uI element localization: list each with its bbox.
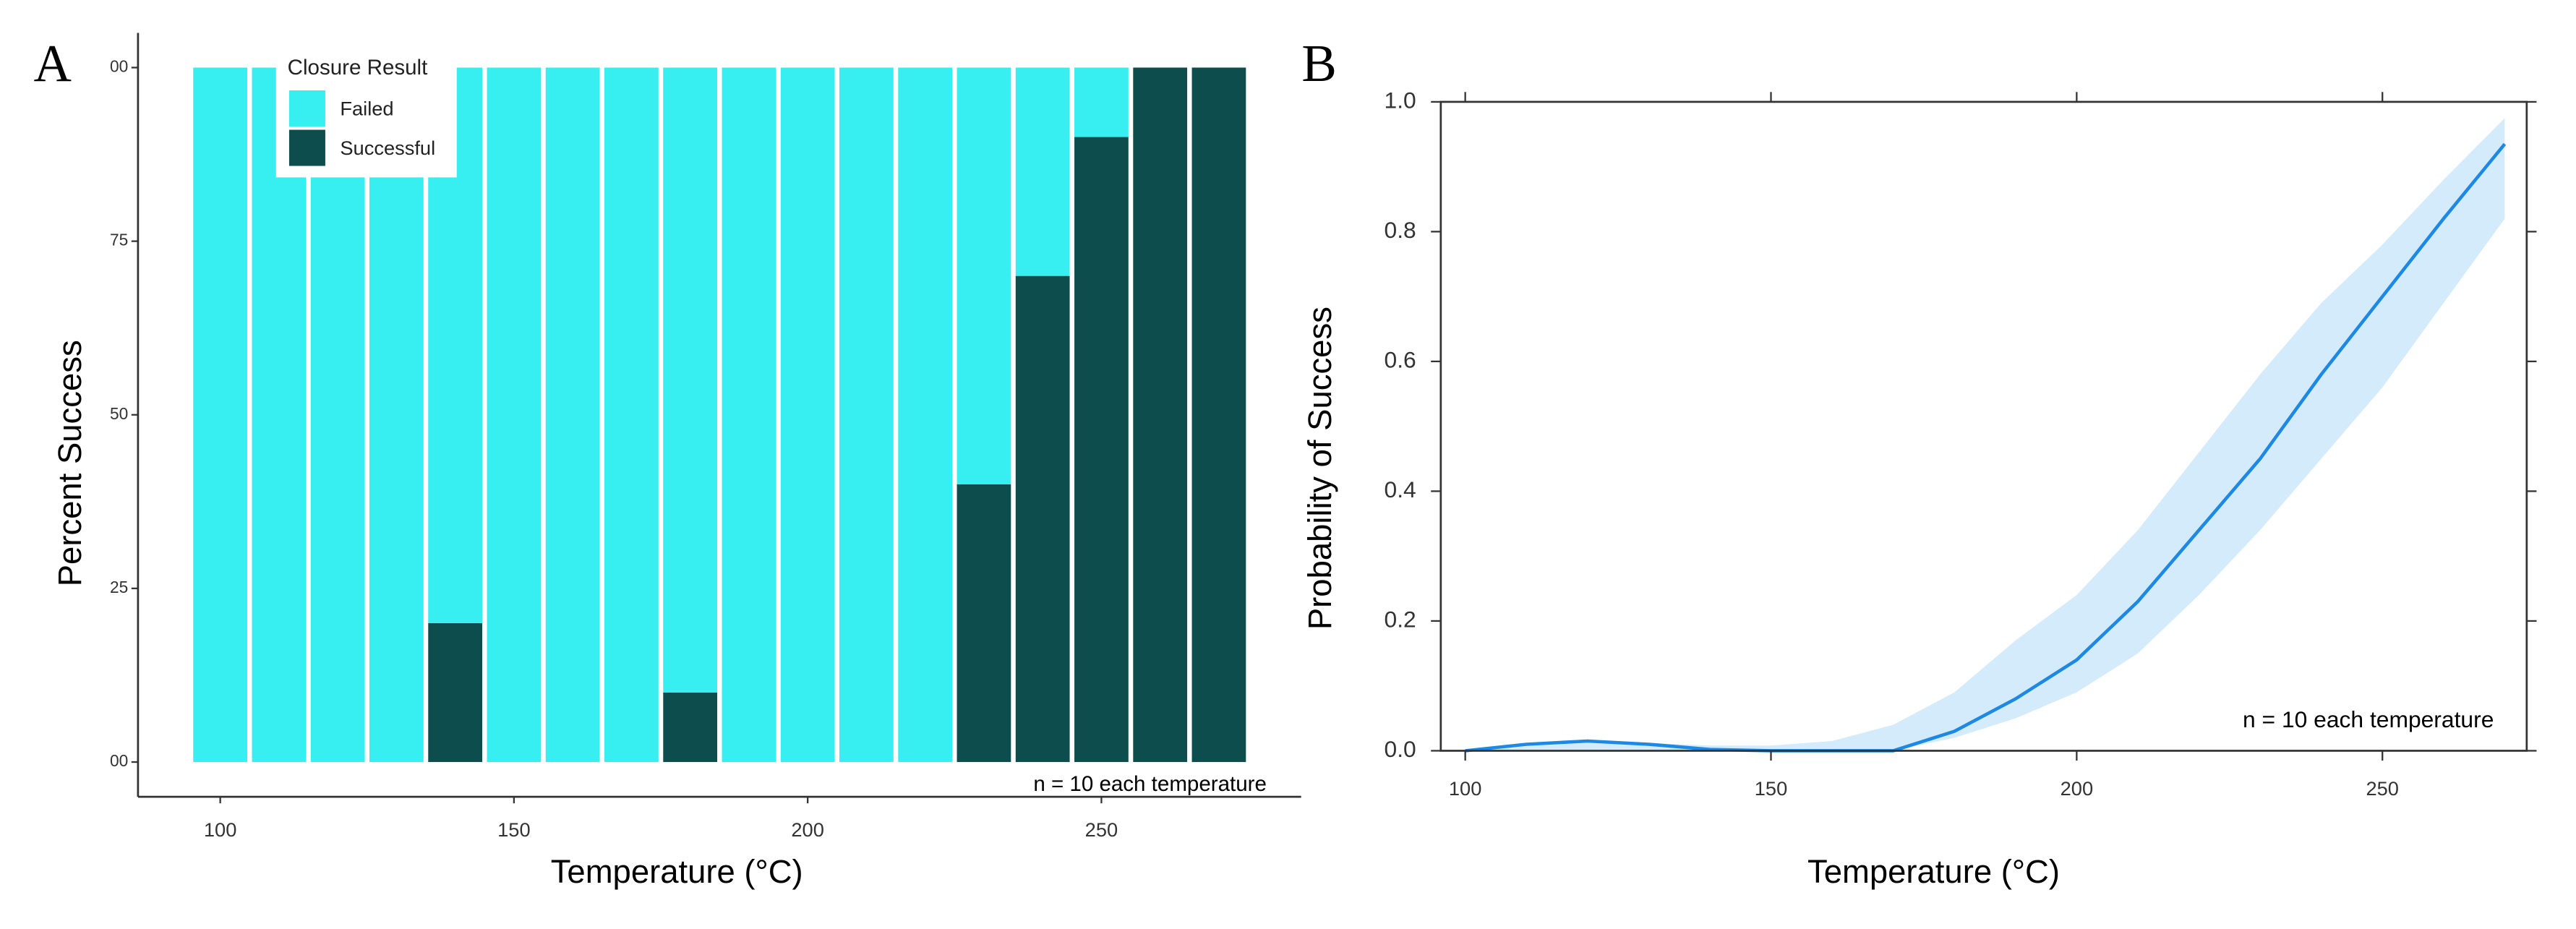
bar-segment — [428, 622, 483, 763]
y-tick-label: 0.4 — [1385, 476, 1416, 502]
legend-label: Successful — [340, 137, 435, 159]
y-tick-label: 0.8 — [1385, 217, 1416, 243]
bar-segment — [663, 692, 718, 763]
bar-segment — [1191, 67, 1246, 763]
bar-segment — [1015, 67, 1070, 276]
line — [1465, 142, 2507, 753]
bar-segment — [722, 67, 776, 763]
x-tick-label: 200 — [791, 818, 823, 841]
bar-segment — [604, 67, 659, 763]
y-tick-label: 0.6 — [1385, 346, 1416, 372]
y-tick-label: 00 — [110, 751, 128, 770]
legend-label: Failed — [340, 97, 393, 119]
bar-segment — [839, 67, 894, 763]
bar-segment — [487, 67, 542, 763]
y-tick-label: 1.0 — [1385, 87, 1416, 113]
confidence-band — [1465, 118, 2505, 751]
y-tick-label: 0.2 — [1385, 606, 1416, 632]
bar-segment — [1074, 137, 1129, 763]
y-tick-label: 25 — [110, 578, 128, 596]
bar-segment — [898, 67, 953, 763]
x-tick-label: 100 — [204, 818, 236, 841]
bar-segment — [252, 67, 307, 763]
panel-label: B — [1301, 34, 1337, 93]
x-tick-label: 250 — [2366, 777, 2399, 800]
y-axis-title: Percent Success — [51, 340, 88, 586]
y-tick-label: 00 — [110, 56, 128, 75]
legend-swatch — [288, 90, 325, 127]
x-tick-label: 150 — [1755, 777, 1787, 800]
y-axis-title: Probability of Success — [1301, 307, 1338, 630]
bar-segment — [1133, 67, 1188, 763]
y-tick-label: 50 — [110, 404, 128, 423]
x-tick-label: 200 — [2061, 777, 2093, 800]
bar-segment — [369, 67, 424, 763]
annotation: n = 10 each temperature — [1033, 772, 1267, 796]
annotation: n = 10 each temperature — [2243, 706, 2494, 732]
x-axis-title: Temperature (°C) — [551, 853, 803, 890]
bar-segment — [310, 67, 365, 763]
bar-segment — [193, 67, 248, 763]
x-tick-label: 150 — [497, 818, 530, 841]
plot-frame — [1439, 100, 2528, 752]
x-tick-label: 100 — [1449, 777, 1481, 800]
y-tick-label: 0.0 — [1385, 736, 1416, 762]
bar-segment — [663, 67, 718, 693]
bar-segment — [545, 67, 600, 763]
bar-segment — [1015, 275, 1070, 763]
x-tick-label: 250 — [1085, 818, 1118, 841]
bar-segment — [780, 67, 835, 763]
legend-title: Closure Result — [288, 56, 428, 80]
panel-label: A — [33, 34, 72, 93]
y-tick-label: 75 — [110, 231, 128, 249]
x-axis-title: Temperature (°C) — [1807, 853, 2060, 890]
legend-swatch — [288, 129, 325, 166]
bar-segment — [957, 484, 1011, 763]
bar-segment — [1074, 67, 1129, 137]
bar-segment — [957, 67, 1011, 484]
